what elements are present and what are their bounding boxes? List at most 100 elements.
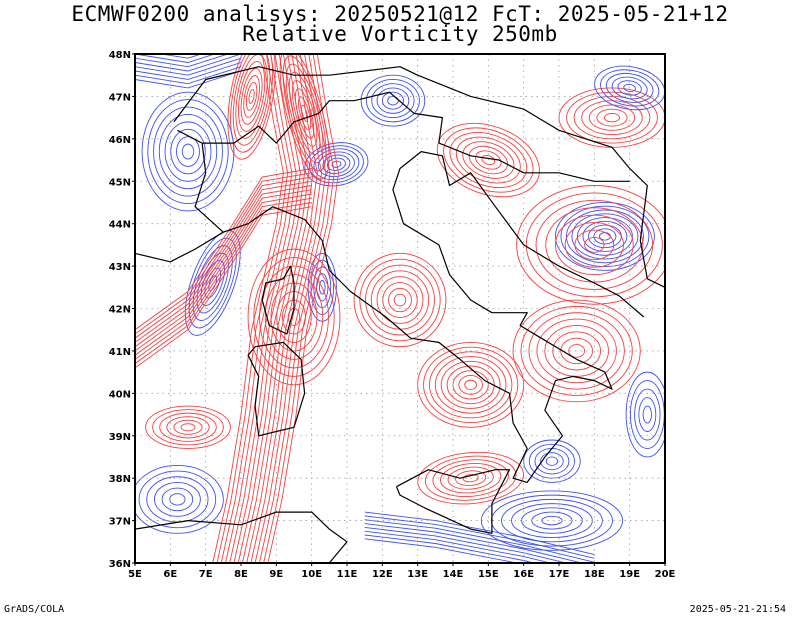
negative-vorticity-contour <box>566 209 644 264</box>
negative-vorticity-contour <box>521 507 583 534</box>
positive-vorticity-contour <box>393 293 407 307</box>
negative-vorticity-contour <box>381 91 404 110</box>
negative-vorticity-contour <box>158 54 203 59</box>
positive-vorticity-contour <box>464 379 478 391</box>
positive-vorticity-contour <box>596 108 628 127</box>
negative-vorticity-contour <box>141 91 235 212</box>
positive-vorticity-contour <box>135 168 312 331</box>
negative-vorticity-contour <box>540 452 564 471</box>
positive-vorticity-contour <box>241 54 314 563</box>
positive-vorticity-contour <box>455 470 487 486</box>
positive-vorticity-contour <box>267 54 339 563</box>
negative-vorticity-contour <box>164 121 212 182</box>
positive-vorticity-contour <box>462 474 479 483</box>
positive-vorticity-contour <box>301 104 309 123</box>
positive-vorticity-contour <box>216 54 289 563</box>
negative-vorticity-contour <box>364 519 595 563</box>
negative-vorticity-contour <box>196 252 229 314</box>
coastline <box>177 129 224 233</box>
lat-label: 47N <box>109 92 131 103</box>
positive-vorticity-contour <box>566 91 658 144</box>
negative-vorticity-contour <box>623 83 636 93</box>
map-title: ECMWF0200 analisys: 20250521@12 FcT: 202… <box>71 2 729 26</box>
map-subtitle: Relative Vorticity 250mb <box>242 22 558 46</box>
positive-vorticity-contour <box>528 312 625 390</box>
positive-vorticity-contour <box>462 141 515 179</box>
negative-vorticity-contour <box>158 113 218 190</box>
lon-label: 10E <box>301 569 322 580</box>
coastline <box>395 469 511 534</box>
positive-vorticity-contour <box>353 252 447 348</box>
positive-vorticity-contour <box>152 409 224 446</box>
lon-label: 14E <box>443 569 464 580</box>
negative-vorticity-contour <box>135 57 242 76</box>
negative-vorticity-contour <box>376 87 410 114</box>
negative-vorticity-contour <box>135 66 242 85</box>
lon-label: 19E <box>619 569 640 580</box>
coastline <box>202 91 443 144</box>
positive-vorticity-contour <box>145 405 231 449</box>
positive-vorticity-contour <box>458 374 483 395</box>
lon-label: 5E <box>128 569 142 580</box>
latitude-labels: 48N 47N 46N 45N 44N 43N 42N 41N 40N 39N 38N 37N 36N <box>109 50 131 570</box>
lat-label: 45N <box>109 177 131 188</box>
positive-vorticity-contour <box>212 54 284 563</box>
lon-label: 16E <box>513 569 534 580</box>
positive-vorticity-contour <box>443 127 534 193</box>
positive-vorticity-contour <box>468 145 508 175</box>
negative-vorticity-contour <box>135 62 242 80</box>
negative-vorticity-contour <box>625 371 665 458</box>
negative-vorticity-contour <box>364 511 595 555</box>
positive-vorticity-contour <box>220 54 293 563</box>
positive-vorticity-contour <box>238 61 266 132</box>
negative-vorticity-contour <box>169 493 186 506</box>
positive-vorticity-contour <box>248 88 255 104</box>
positive-vorticity-contour <box>227 54 276 160</box>
coastline <box>135 511 348 563</box>
positive-vorticity-contour <box>475 150 502 170</box>
coastline <box>438 142 630 182</box>
negative-vorticity-contour <box>176 136 200 167</box>
negative-vorticity-contour <box>545 456 559 466</box>
lat-label: 40N <box>109 389 131 400</box>
positive-vorticity-contour <box>135 197 312 360</box>
negative-vorticity-contour <box>364 523 584 563</box>
lon-label: 11E <box>337 569 358 580</box>
lon-label: 15E <box>478 569 499 580</box>
negative-vorticity-contour <box>365 78 420 123</box>
positive-vorticity-contour <box>263 54 335 563</box>
positive-vorticity-contour <box>424 455 517 501</box>
positive-vorticity-contour <box>440 462 502 494</box>
lon-label: 13E <box>407 569 428 580</box>
negative-vorticity-contour <box>555 202 655 271</box>
negative-vorticity-contour <box>611 76 648 100</box>
lon-label: 20E <box>655 569 676 580</box>
negative-vorticity-contour <box>153 106 223 197</box>
lat-label: 37N <box>109 517 131 528</box>
positive-vorticity-contour <box>512 299 641 403</box>
lon-label: 12E <box>372 569 393 580</box>
graticule <box>135 54 665 563</box>
positive-vorticity-contour <box>247 248 341 386</box>
negative-vorticity-contour <box>360 74 426 127</box>
negative-vorticity-contour <box>387 95 399 106</box>
negative-vorticity-contour <box>184 230 241 336</box>
positive-vorticity-contour <box>376 276 424 324</box>
positive-vorticity-contour <box>237 54 310 563</box>
lat-label: 42N <box>109 305 131 316</box>
negative-vorticity-contour <box>642 405 653 424</box>
negative-vorticity-contour <box>135 465 224 534</box>
positive-vorticity-contour <box>432 459 509 498</box>
lon-label: 8E <box>234 569 248 580</box>
negative-vorticity-contour <box>582 220 628 252</box>
positive-vorticity-contour <box>180 423 196 432</box>
positive-vorticity-contour <box>447 466 494 490</box>
positive-vorticity-contour <box>535 199 654 290</box>
negative-vorticity-contour <box>600 69 660 107</box>
negative-vorticity-contour <box>571 213 639 260</box>
lat-label: 43N <box>109 262 131 273</box>
positive-vorticity-contour <box>428 351 513 419</box>
positive-vorticity-contour <box>259 265 329 369</box>
negative-vorticity-contour <box>560 205 650 268</box>
